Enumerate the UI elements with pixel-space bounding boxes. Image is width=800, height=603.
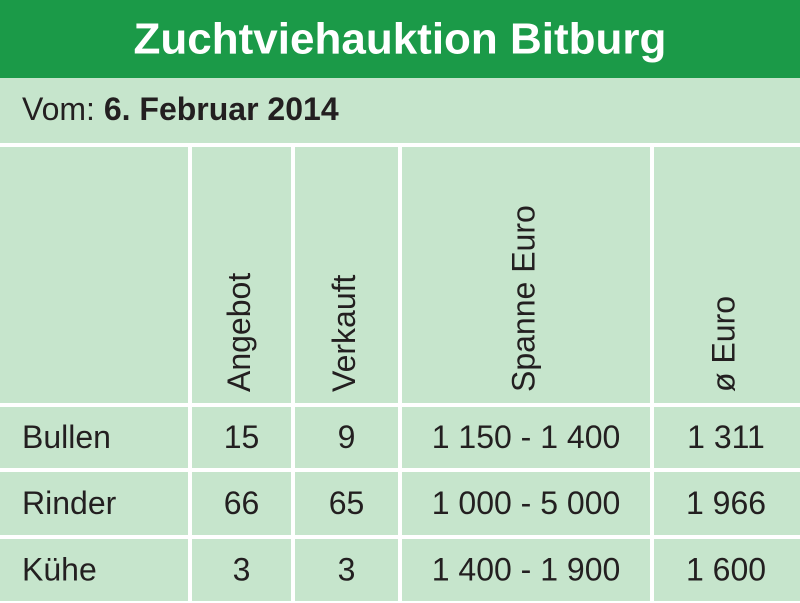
column-header: Angebot (221, 273, 257, 392)
cell (295, 407, 398, 468)
cell-value: 3 (233, 551, 251, 587)
title-bar (0, 0, 800, 78)
cell (654, 539, 800, 601)
cell-value: 65 (329, 485, 365, 521)
date-value: 6. Februar 2014 (104, 91, 339, 127)
cell (192, 472, 291, 535)
cell (0, 407, 188, 468)
title: Zuchtviehauktion Bitburg (134, 15, 667, 64)
cell (402, 407, 650, 468)
cell-value: 3 (338, 551, 356, 587)
row-label: Bullen (22, 419, 111, 455)
row-label: Kühe (22, 551, 97, 587)
cell (0, 539, 188, 601)
date-row (0, 78, 800, 143)
date-label: Vom: (22, 91, 95, 127)
cell (0, 472, 188, 535)
column-header: ø Euro (705, 296, 741, 392)
cell (192, 147, 291, 403)
cell-value: 1 600 (686, 551, 766, 587)
cell (654, 472, 800, 535)
cell (402, 472, 650, 535)
cell (402, 147, 650, 403)
cell (295, 147, 398, 403)
cell (295, 539, 398, 601)
cell (654, 407, 800, 468)
column-header: Spanne Euro (505, 205, 541, 392)
cell (192, 539, 291, 601)
cell-value: 15 (224, 419, 260, 455)
cell (192, 407, 291, 468)
cell-value: 1 966 (686, 485, 766, 521)
cell (295, 472, 398, 535)
cell-value: 1 311 (687, 419, 765, 455)
date-line: Vom: 6. Februar 2014 (22, 91, 339, 127)
cell-value: 1 150 - 1 400 (432, 419, 621, 455)
cell (0, 147, 188, 403)
cell (402, 539, 650, 601)
cell-value: 1 000 - 5 000 (432, 485, 621, 521)
row-label: Rinder (22, 485, 117, 521)
column-header: Verkauft (326, 274, 362, 392)
cell-value: 66 (224, 485, 260, 521)
cell-value: 1 400 - 1 900 (432, 551, 621, 587)
cell (654, 147, 800, 403)
cell-value: 9 (338, 419, 356, 455)
